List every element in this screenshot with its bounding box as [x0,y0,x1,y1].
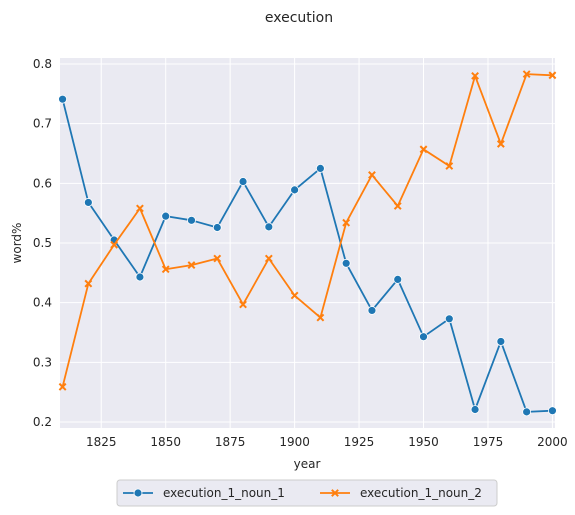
data-point [341,258,351,268]
data-point [213,254,222,263]
legend-box [116,479,498,507]
y-tick-label: 0.4 [33,296,52,310]
data-point [58,382,67,391]
data-point [238,177,248,186]
y-axis-ticks: 0.2 0.3 0.4 0.5 0.6 0.7 0.8 [33,57,52,429]
x-tick-label: 2000 [537,435,568,449]
data-point [522,407,532,417]
legend: execution_1_noun_1 execution_1_noun_2 [116,479,498,507]
y-tick-label: 0.3 [33,355,52,369]
x-tick-label: 1825 [86,435,117,449]
data-point [496,337,506,346]
x-tick-label: 1850 [150,435,181,449]
x-axis-ticks: 1825 1850 1875 1900 1925 1950 1975 2000 [86,435,568,449]
series-1 [58,94,557,417]
data-point [161,211,171,221]
data-point [290,291,299,300]
data-point [393,202,402,210]
series-2 [58,70,557,391]
data-point [264,222,274,232]
data-point [342,218,351,227]
data-point [212,223,222,232]
data-point [393,275,403,284]
series-line-1 [61,98,553,413]
data-point [187,215,196,225]
data-point [522,70,531,79]
data-point [368,171,376,179]
data-point [470,405,480,414]
data-point [548,71,557,80]
data-point [84,279,93,288]
y-tick-label: 0.7 [33,117,52,131]
x-axis-label: year [294,457,321,471]
data-point [239,300,247,309]
legend-label-1: execution_1_noun_1 [163,486,285,500]
data-point [83,198,93,207]
legend-label-2: execution_1_noun_2 [360,486,482,500]
legend-marker-2 [331,489,339,497]
data-point [58,94,67,104]
x-tick-label: 1950 [408,435,439,449]
data-point [548,406,557,416]
data-point [315,164,325,173]
y-axis-label: word% [10,223,24,264]
data-point [161,265,170,274]
series-line-2 [61,73,553,388]
y-tick-label: 0.8 [33,57,52,71]
data-point [135,272,145,282]
chart-title: execution [265,10,333,26]
data-point [316,313,325,322]
y-tick-label: 0.6 [33,176,52,190]
y-tick-label: 0.5 [33,236,52,250]
data-point [136,204,144,213]
x-tick-label: 1875 [215,435,246,449]
data-point [471,71,479,80]
data-point [444,314,454,324]
series-group [58,70,557,417]
legend-marker-1 [133,488,143,498]
data-point [419,332,428,342]
data-point [496,140,505,148]
data-point [264,254,273,263]
x-tick-label: 1975 [473,435,504,449]
data-point [367,306,377,315]
data-point [110,240,119,249]
x-tick-label: 1925 [344,435,375,449]
y-tick-label: 0.2 [33,415,52,429]
data-point [290,185,300,195]
data-point [445,162,454,170]
grid-lines [60,58,555,428]
data-point [187,261,196,269]
x-tick-label: 1900 [279,435,310,449]
data-point [419,145,428,154]
